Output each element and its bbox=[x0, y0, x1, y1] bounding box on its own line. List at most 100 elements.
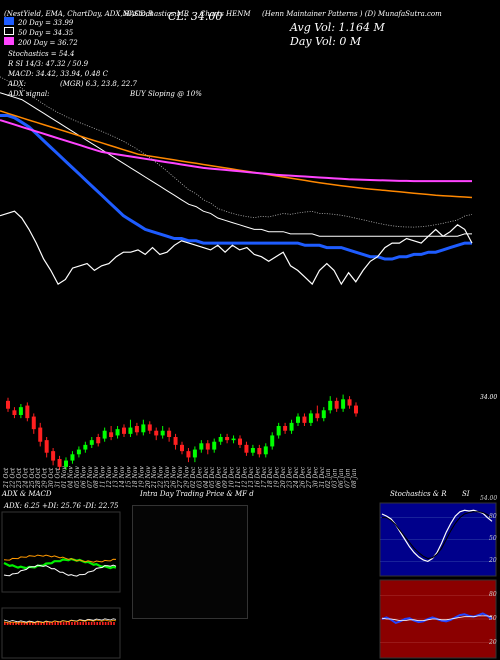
legend-swatch bbox=[4, 27, 14, 35]
mgr-text: (MGR) 6.3, 23.8, 22.7 bbox=[60, 80, 137, 88]
date-tick-label: 07 Jan bbox=[345, 468, 352, 488]
adx-panel-bg bbox=[1, 511, 121, 593]
date-tick-label: 11 Nov bbox=[100, 466, 107, 488]
header-left: (NestYield, EMA, ChartDay, ADX,MACD,B bbox=[4, 10, 153, 18]
date-tick-label: 26 Dec bbox=[299, 466, 306, 489]
date-tick-label: 30 Dec bbox=[312, 466, 319, 488]
candle-body bbox=[263, 446, 268, 455]
candle-body bbox=[51, 451, 56, 461]
macd-histogram-bar bbox=[26, 622, 28, 625]
macd-histogram-bar bbox=[60, 622, 62, 625]
candle-body bbox=[38, 427, 43, 442]
macd-histogram-bar bbox=[79, 622, 82, 625]
rsi-text: R SI 14/3: 47.32 / 50.9 bbox=[8, 60, 89, 68]
date-tick-label: 23 Oct bbox=[16, 467, 23, 489]
date-tick-label: 04 Nov bbox=[67, 466, 74, 488]
candle-body bbox=[122, 427, 126, 434]
macd-histogram-bar bbox=[12, 622, 14, 625]
macd-histogram-bar bbox=[18, 622, 20, 625]
macd-histogram-bar bbox=[23, 622, 26, 625]
date-tick-label: 01 Nov bbox=[61, 466, 68, 488]
stochastics-value: 54.00 bbox=[480, 495, 497, 502]
macd-histogram-bar bbox=[20, 622, 23, 625]
stochastics-tick: 80 bbox=[489, 513, 497, 520]
date-tick-label: 21 Nov bbox=[151, 466, 158, 489]
date-tick-label: 20 Nov bbox=[145, 466, 152, 489]
candle-body bbox=[334, 400, 339, 409]
stochastics-d-line bbox=[382, 511, 493, 560]
date-tick-label: 19 Dec bbox=[274, 466, 281, 488]
candle-body bbox=[12, 410, 17, 415]
adx-signal: ADX signal: bbox=[8, 90, 50, 98]
adx-panel-title: ADX & MACD bbox=[2, 490, 52, 498]
stochastics-k-line bbox=[381, 509, 493, 563]
candle-body bbox=[315, 413, 320, 419]
candle-body bbox=[173, 437, 178, 445]
date-tick-label: 19 Nov bbox=[138, 466, 145, 488]
date-tick-label: 28 Oct bbox=[35, 467, 42, 489]
date-tick-label: 05 Nov bbox=[74, 466, 81, 488]
candle-body bbox=[180, 444, 184, 452]
macd-histogram-bar bbox=[46, 622, 48, 625]
adx-line bbox=[3, 554, 117, 563]
date-tick-label: 07 Nov bbox=[87, 466, 94, 488]
date-tick-label: 23 Dec bbox=[287, 466, 294, 489]
legend-item: 50 Day = 34.35 bbox=[4, 27, 73, 37]
date-tick-label: 06 Nov bbox=[80, 466, 87, 488]
date-tick-label: 26 Nov bbox=[171, 466, 178, 489]
macd-histogram-bar bbox=[68, 622, 70, 625]
candle-body bbox=[154, 430, 159, 436]
date-tick-label: 31 Oct bbox=[55, 467, 62, 488]
series-line bbox=[0, 114, 472, 261]
macd-histogram-bar bbox=[107, 622, 110, 625]
rsi-signal-line bbox=[381, 615, 493, 621]
price-chart: 21 Oct 22 Oct 23 Oct 24 Oct 25 Oct 28 Oct 29 O… bbox=[0, 76, 473, 489]
macd-histogram-bar bbox=[34, 622, 37, 625]
candle-body bbox=[89, 440, 94, 445]
candle-body bbox=[160, 430, 165, 436]
macd-histogram-bar bbox=[51, 622, 54, 625]
macd-histogram-bar bbox=[65, 622, 68, 625]
minus-di-line bbox=[3, 564, 117, 577]
date-tick-label: 18 Nov bbox=[132, 466, 139, 488]
secondary-dotted-line bbox=[0, 76, 473, 228]
date-tick-label: 02 Dec bbox=[190, 466, 197, 488]
stochastics-text: Stochastics = 54.4 bbox=[8, 50, 75, 58]
candle-body bbox=[128, 427, 133, 434]
date-tick-label: 02 Jan bbox=[325, 468, 332, 488]
candle-body bbox=[354, 405, 358, 414]
series-line bbox=[0, 210, 473, 286]
candle-body bbox=[147, 424, 152, 431]
macd-histogram-bar bbox=[110, 622, 112, 625]
legend-label: 20 Day = 33.99 bbox=[18, 19, 74, 27]
candle-body bbox=[289, 422, 294, 431]
candle-body bbox=[186, 451, 191, 458]
macd-histogram-bar bbox=[88, 622, 90, 625]
rsi-tick: 80 bbox=[489, 591, 497, 598]
date-tick-label: 18 Dec bbox=[267, 466, 274, 488]
avg-vol: Avg Vol: 1.164 M bbox=[290, 21, 385, 34]
candle-body bbox=[102, 430, 107, 439]
candle-body bbox=[341, 399, 346, 409]
legend-swatch bbox=[4, 17, 14, 25]
macd-histogram-bar bbox=[113, 622, 115, 625]
date-tick-label: 08 Jan bbox=[351, 468, 358, 488]
date-tick-label: 12 Dec bbox=[241, 466, 248, 488]
legend-swatch bbox=[4, 37, 14, 45]
intraday-panel bbox=[132, 505, 248, 619]
candle-body bbox=[225, 437, 230, 441]
header-right: (Henn Maintainer Patterns ) (D) MunafaSu… bbox=[262, 10, 442, 18]
macd-histogram-bar bbox=[85, 622, 87, 625]
rsi-tick: 50 bbox=[489, 615, 497, 622]
date-tick-label: 20 Dec bbox=[280, 466, 287, 489]
macd-histogram-bar bbox=[48, 622, 51, 625]
legend-label: 50 Day = 34.35 bbox=[18, 29, 74, 37]
candle-body bbox=[308, 413, 313, 423]
legend-item: 200 Day = 36.72 bbox=[4, 37, 78, 47]
date-tick-label: 29 Oct bbox=[42, 467, 49, 489]
candle-body bbox=[238, 438, 242, 445]
candle-body bbox=[167, 430, 172, 437]
macd-histogram-bar bbox=[15, 622, 17, 625]
macd-histogram-bar bbox=[102, 622, 104, 625]
